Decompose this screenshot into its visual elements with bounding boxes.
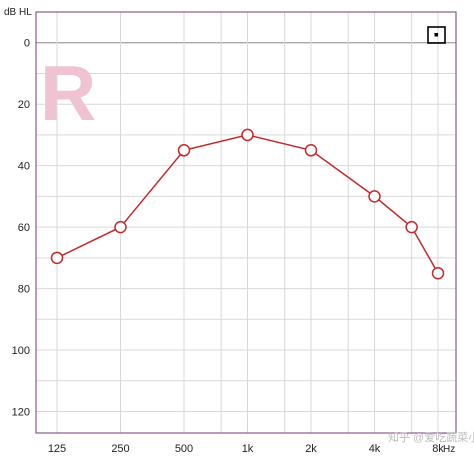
plot-frame (35, 11, 457, 434)
data-point (368, 190, 381, 203)
y-tick-label: 100 (12, 345, 30, 357)
y-axis-label: dB HL (4, 7, 32, 18)
x-tick-label: 2k (305, 443, 317, 455)
y-tick-labels: 0 20 40 60 80 100 120 (12, 38, 30, 419)
data-point (50, 251, 64, 265)
data-point (304, 144, 318, 157)
x-tick-label: 500 (175, 443, 193, 455)
data-point (177, 144, 191, 157)
x-tick-label: 4k (369, 443, 381, 455)
y-tick-label: 0 (24, 38, 30, 50)
x-axis-unit: Hz (443, 444, 455, 455)
y-tick-label: 20 (18, 99, 30, 111)
x-tick-labels: 125 250 500 1k 2k 4k 8k (48, 443, 444, 455)
y-tick-label: 60 (18, 222, 30, 234)
data-point (114, 220, 127, 234)
x-tick-label: 125 (48, 443, 66, 455)
series-group (50, 128, 445, 280)
y-tick-label: 80 (18, 284, 30, 296)
x-tick-label: 8k (432, 443, 444, 455)
ear-label: R (40, 49, 96, 137)
y-tick-label: 120 (12, 406, 30, 418)
data-point (431, 266, 445, 280)
data-point (405, 220, 418, 234)
data-point (241, 128, 254, 142)
x-tick-label: 250 (111, 443, 129, 455)
watermark: 知乎 @爱吃蔬菜小孩 (388, 430, 474, 444)
masking-box-icon (427, 26, 446, 44)
series-line (56, 134, 439, 274)
y-tick-label: 40 (18, 161, 30, 173)
x-tick-label: 1k (242, 443, 254, 455)
